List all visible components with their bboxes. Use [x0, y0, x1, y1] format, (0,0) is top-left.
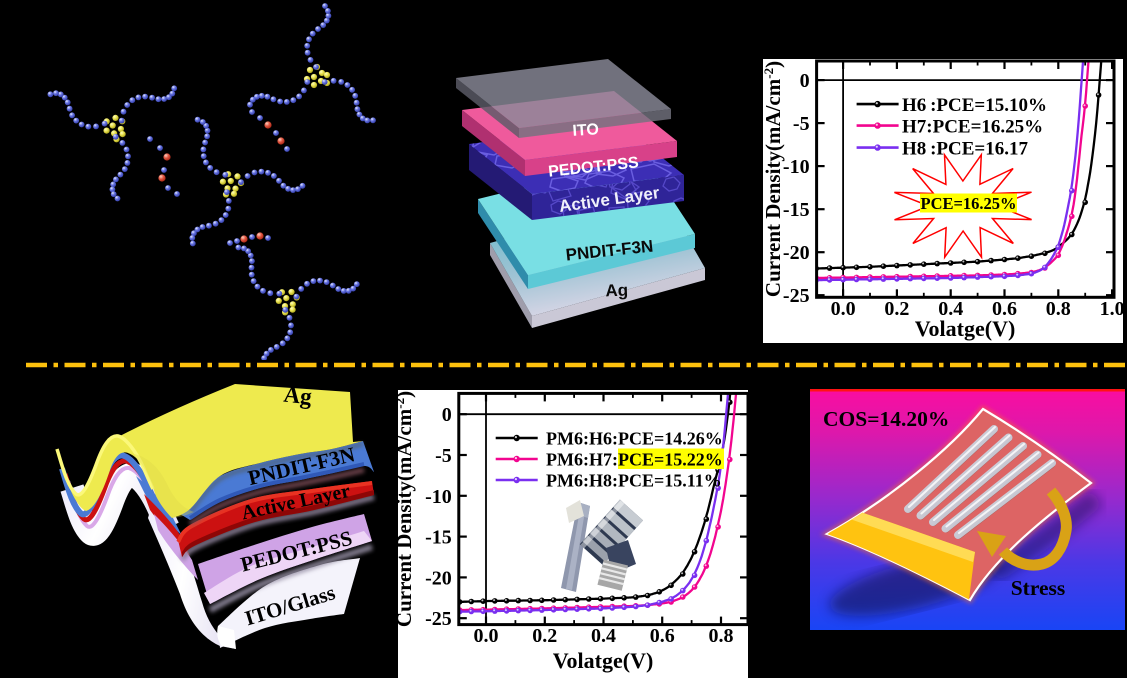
svg-text:0: 0	[442, 404, 452, 426]
svg-text:0.8: 0.8	[1046, 298, 1071, 320]
svg-text:PM6:H7:PCE=15.22%: PM6:H7:PCE=15.22%	[546, 450, 723, 470]
svg-text:Volatge(V): Volatge(V)	[553, 648, 654, 673]
svg-text:0.0: 0.0	[831, 298, 856, 320]
svg-text:ITO: ITO	[572, 121, 599, 140]
svg-text:0.0: 0.0	[474, 625, 499, 647]
svg-text:-20: -20	[783, 242, 810, 264]
svg-text:H7:PCE=16.25%: H7:PCE=16.25%	[902, 117, 1043, 138]
svg-text:-15: -15	[425, 527, 452, 549]
svg-text:1.0: 1.0	[1100, 298, 1123, 320]
svg-text:-25: -25	[783, 285, 810, 307]
svg-text:0.4: 0.4	[938, 298, 963, 320]
svg-text:Current Density(mA/cm-2): Current Density(mA/cm-2)	[398, 391, 416, 627]
svg-text:H8 :PCE=16.17: H8 :PCE=16.17	[902, 139, 1028, 160]
svg-text:Ag: Ag	[282, 382, 313, 410]
svg-text:Stress: Stress	[1011, 576, 1066, 600]
svg-text:-5: -5	[793, 113, 810, 135]
svg-text:0.4: 0.4	[591, 625, 616, 647]
svg-text:H6 :PCE=15.10%: H6 :PCE=15.10%	[902, 95, 1047, 116]
svg-text:PM6:H6:PCE=14.26%: PM6:H6:PCE=14.26%	[546, 429, 723, 449]
svg-text:-10: -10	[425, 486, 452, 508]
svg-text:0.6: 0.6	[650, 625, 675, 647]
svg-text:Current Density(mA/cm-2): Current Density(mA/cm-2)	[763, 61, 785, 297]
svg-text:COS=14.20%: COS=14.20%	[823, 407, 949, 431]
svg-text:0: 0	[800, 70, 810, 92]
svg-text:0.2: 0.2	[884, 298, 909, 320]
svg-text:-20: -20	[425, 567, 452, 589]
svg-text:-10: -10	[783, 156, 810, 178]
svg-text:-15: -15	[783, 199, 810, 221]
svg-text:-25: -25	[425, 608, 452, 630]
svg-text:0.6: 0.6	[992, 298, 1017, 320]
svg-text:Ag: Ag	[605, 281, 628, 301]
svg-text:Volatge(V): Volatge(V)	[915, 316, 1016, 341]
svg-text:PM6:H8:PCE=15.11%: PM6:H8:PCE=15.11%	[546, 471, 722, 491]
svg-text:PCE=16.25%: PCE=16.25%	[920, 194, 1016, 213]
svg-text:0.2: 0.2	[532, 625, 557, 647]
svg-text:0.8: 0.8	[709, 625, 734, 647]
svg-text:-5: -5	[435, 445, 452, 467]
